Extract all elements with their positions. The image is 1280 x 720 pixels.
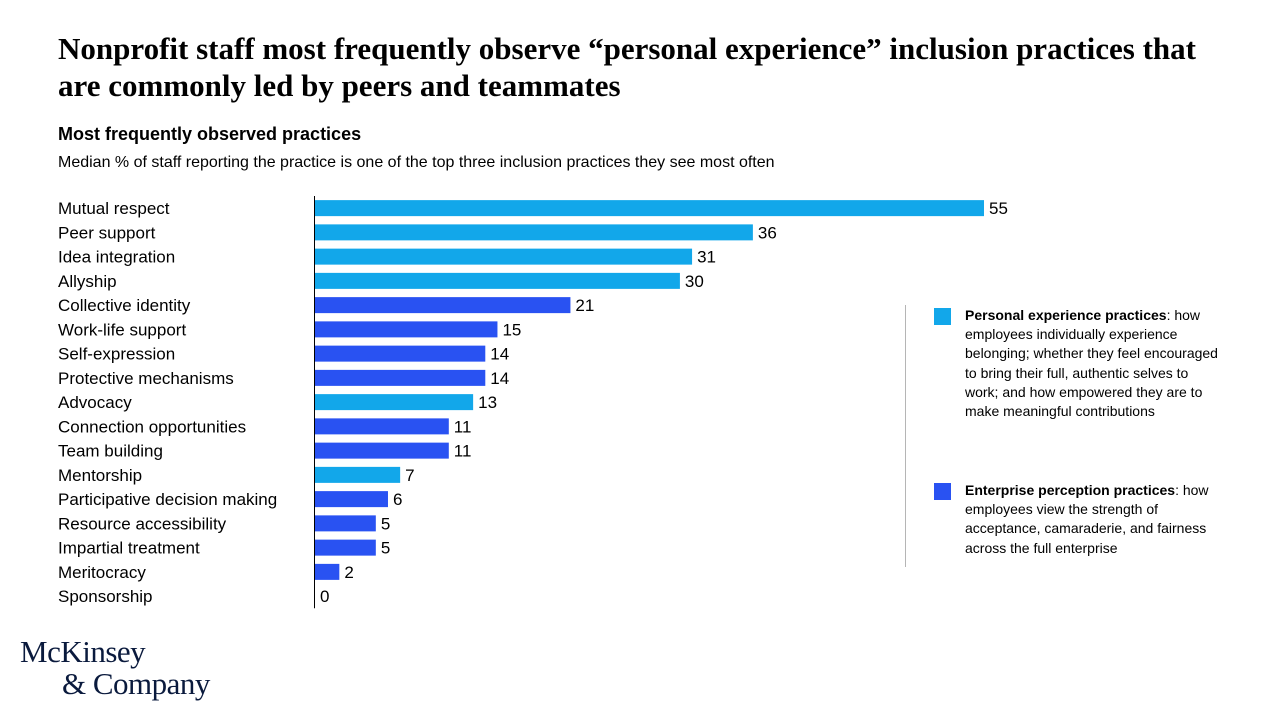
bar: [315, 466, 401, 483]
bar: [315, 345, 486, 362]
logo-line-1: McKinsey: [20, 634, 146, 669]
data-label: 6: [393, 490, 402, 509]
data-label: 21: [575, 296, 594, 315]
chart-caption: Median % of staff reporting the practice…: [58, 154, 775, 171]
data-label: 55: [989, 199, 1008, 218]
bar: [315, 539, 376, 556]
chart-subtitle: Most frequently observed practices: [58, 124, 362, 144]
mckinsey-logo: McKinsey & Company: [20, 636, 210, 700]
page-title: Nonprofit staff most frequently observe …: [58, 31, 1196, 103]
data-label: 36: [758, 223, 777, 242]
category-label: Team building: [58, 442, 163, 461]
bar: [315, 200, 984, 217]
bar: [315, 418, 449, 435]
data-label: 11: [454, 417, 472, 436]
data-label: 5: [381, 539, 390, 558]
legend-text-personal: Personal experience practices: how emplo…: [965, 306, 1225, 421]
data-label: 5: [381, 514, 390, 533]
bar: [315, 224, 753, 241]
legend-divider: [905, 305, 906, 567]
data-label: 14: [490, 345, 509, 364]
category-label: Impartial treatment: [58, 539, 200, 558]
data-label: 7: [405, 466, 414, 485]
bar: [315, 394, 474, 411]
category-label: Sponsorship: [58, 587, 153, 606]
bar: [315, 442, 449, 459]
legend-swatch-enterprise: [934, 483, 951, 500]
category-label: Connection opportunities: [58, 417, 246, 436]
legend-description-personal: : how employees individually experience …: [965, 307, 1218, 420]
bar: [315, 321, 498, 338]
legend-name-personal: Personal experience practices: [965, 307, 1167, 323]
category-label: Peer support: [58, 223, 156, 242]
data-label: 31: [697, 248, 716, 267]
data-label: 14: [490, 369, 509, 388]
legend-text-enterprise: Enterprise perception practices: how emp…: [965, 481, 1225, 558]
category-label: Self-expression: [58, 345, 175, 364]
legend-description-enterprise: : how employees view the strength of acc…: [965, 482, 1209, 556]
data-label: 30: [685, 272, 704, 291]
category-label: Advocacy: [58, 393, 132, 412]
legend-swatch-personal: [934, 308, 951, 325]
legend-name-enterprise: Enterprise perception practices: [965, 482, 1176, 498]
bar: [315, 515, 376, 532]
category-label: Meritocracy: [58, 563, 146, 582]
data-label: 2: [344, 563, 353, 582]
data-label: 15: [502, 320, 521, 339]
category-label: Participative decision making: [58, 490, 277, 509]
category-label: Work-life support: [58, 320, 186, 339]
category-label: Allyship: [58, 272, 117, 291]
bar: [315, 297, 571, 314]
bar: [315, 369, 486, 386]
category-label: Collective identity: [58, 296, 191, 315]
logo-line-2: & Company: [62, 666, 210, 701]
data-label: 0: [320, 587, 329, 606]
category-label: Idea integration: [58, 248, 175, 267]
bar: [315, 272, 680, 289]
category-label: Resource accessibility: [58, 514, 227, 533]
bar: [315, 491, 388, 508]
data-label: 11: [454, 442, 472, 461]
category-label: Protective mechanisms: [58, 369, 234, 388]
category-label: Mentorship: [58, 466, 142, 485]
bar: [315, 563, 340, 580]
data-label: 13: [478, 393, 497, 412]
category-label: Mutual respect: [58, 199, 170, 218]
bar: [315, 248, 693, 265]
